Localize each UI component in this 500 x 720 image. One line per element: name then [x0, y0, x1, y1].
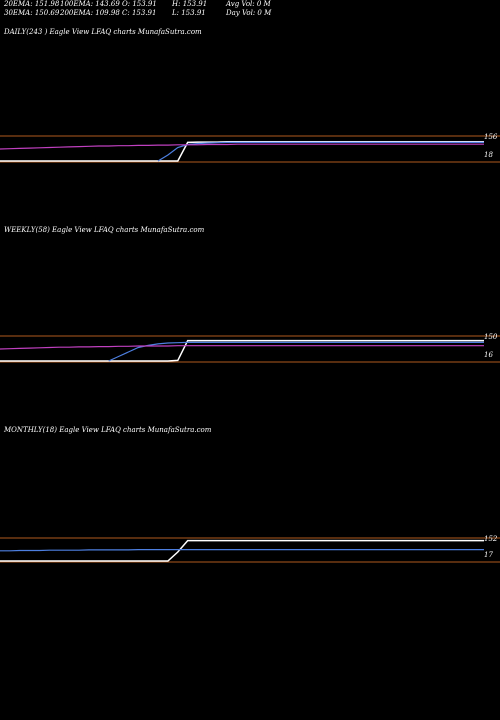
daily-chart: 156 18 [0, 133, 500, 163]
monthly-panel-title: MONTHLY(18) Eagle View LFAQ charts Munaf… [4, 426, 212, 434]
weekly-series-0 [0, 339, 484, 362]
monthly-right-label-1: 17 [484, 551, 493, 559]
weekly-series-2 [0, 345, 484, 350]
daily-series-1 [157, 141, 484, 162]
daily-right-label-0: 156 [484, 133, 498, 141]
header-ema20: 20EMA: 151.98 [4, 0, 60, 8]
header-ema100: 100EMA: 143.69 [60, 0, 120, 8]
header-close: C: 153.91 [122, 9, 157, 17]
daily-series-2 [0, 143, 484, 150]
header-avg-vol: Avg Vol: 0 M [226, 0, 271, 8]
weekly-right-label-1: 16 [484, 351, 493, 359]
weekly-series-1 [108, 341, 484, 362]
daily-panel-title: DAILY(243 ) Eagle View LFAQ charts Munaf… [4, 28, 202, 36]
weekly-chart: 150 16 [0, 333, 500, 363]
monthly-series-0 [0, 539, 484, 562]
header-open: O: 153.91 [122, 0, 157, 8]
header-day-vol: Day Vol: 0 M [226, 9, 272, 17]
daily-right-label-1: 18 [484, 151, 493, 159]
header-ema200: 200EMA: 109.98 [60, 9, 120, 17]
monthly-series-1 [0, 549, 484, 552]
header-high: H: 153.91 [172, 0, 208, 8]
monthly-chart: 152 17 [0, 535, 500, 563]
weekly-right-label-0: 150 [484, 333, 498, 341]
header-ema30: 30EMA: 150.69 [4, 9, 60, 17]
monthly-right-label-0: 152 [484, 535, 498, 543]
header-low: L: 153.91 [172, 9, 206, 17]
weekly-panel-title: WEEKLY(58) Eagle View LFAQ charts Munafa… [4, 226, 205, 234]
